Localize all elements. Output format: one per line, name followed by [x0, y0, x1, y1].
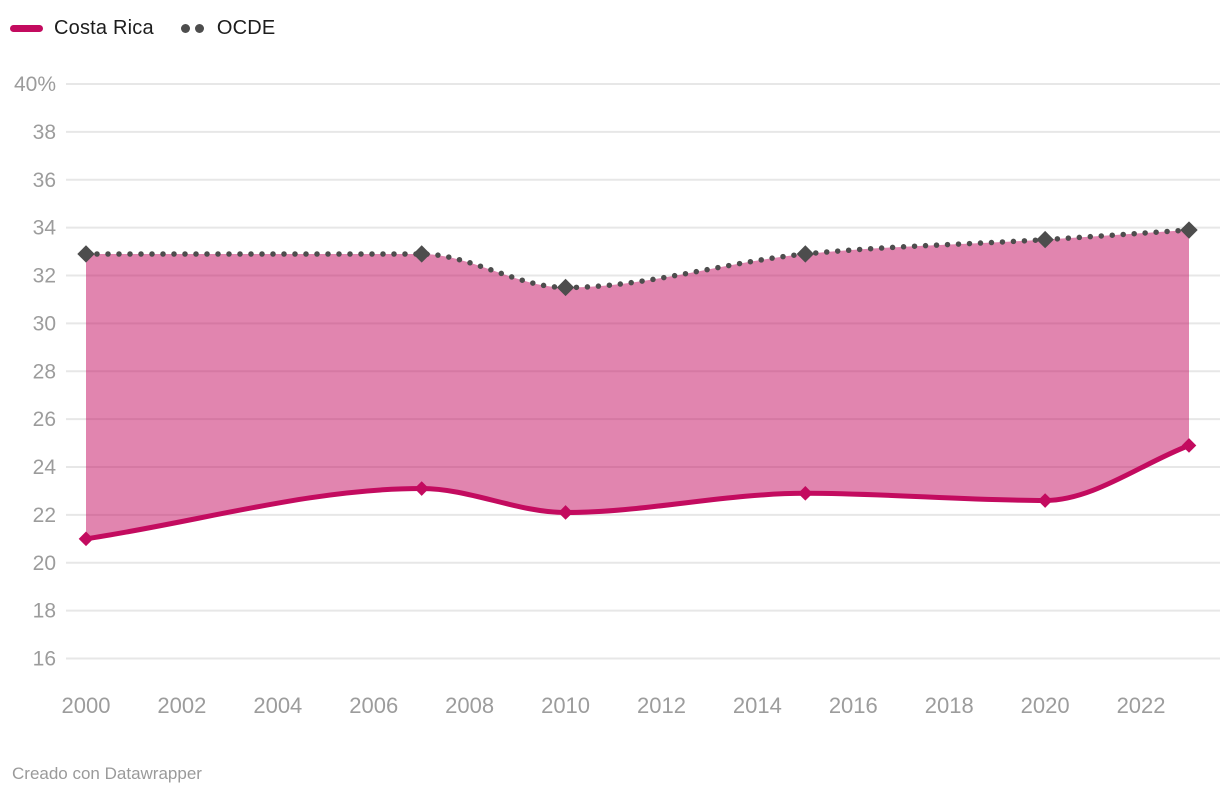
costa-rica-marker — [558, 505, 573, 520]
costa-rica-marker — [78, 531, 94, 547]
y-tick-label: 40% — [14, 73, 56, 96]
legend-item-costa-rica: Costa Rica — [10, 17, 154, 40]
x-tick-label: 2018 — [925, 693, 974, 718]
y-tick-label: 34 — [33, 217, 57, 240]
costa-rica-marker — [1037, 493, 1053, 508]
x-tick-label: 2022 — [1117, 693, 1166, 718]
y-tick-label: 16 — [33, 648, 56, 671]
x-tick-label: 2006 — [349, 693, 398, 718]
x-axis-labels: 2000 2002 2004 2006 2008 2010 2012 2014 2016 2018… — [62, 693, 1166, 718]
costa-rica-line-swatch-icon — [10, 25, 43, 32]
ocde-marker — [556, 278, 575, 297]
costa-rica-marker — [1181, 438, 1197, 453]
ocde-marker — [412, 245, 431, 263]
y-tick-label: 24 — [33, 456, 57, 479]
credit-line: Creado con Datawrapper — [12, 764, 202, 783]
ocde-dots-swatch-icon — [180, 24, 204, 33]
y-tick-label: 28 — [33, 360, 56, 383]
x-tick-label: 2004 — [253, 693, 302, 718]
legend: Costa Rica OCDE — [10, 17, 275, 40]
legend-label-ocde: OCDE — [216, 17, 276, 39]
ocde-marker — [77, 245, 95, 263]
area-between-series — [86, 230, 1189, 539]
data-point-markers — [77, 221, 1198, 547]
x-tick-label: 2000 — [62, 693, 111, 718]
x-tick-label: 2020 — [1021, 693, 1070, 718]
y-tick-label: 38 — [33, 121, 56, 144]
y-tick-label: 18 — [33, 600, 56, 623]
y-tick-label: 22 — [33, 504, 56, 527]
costa-rica-marker — [798, 486, 813, 501]
y-tick-label: 30 — [33, 312, 56, 335]
y-tick-label: 20 — [33, 552, 56, 575]
legend-label-costa-rica: Costa Rica — [54, 17, 154, 39]
y-tick-label: 32 — [33, 265, 56, 288]
legend-item-ocde: OCDE — [180, 17, 276, 40]
ocde-marker — [796, 245, 815, 263]
x-tick-label: 2002 — [157, 693, 206, 718]
y-axis-labels: 40% 38 36 34 32 30 28 26 24 22 20 18 16 — [14, 73, 56, 671]
x-tick-label: 2010 — [541, 693, 590, 718]
y-tick-label: 36 — [33, 169, 56, 192]
y-tick-label: 26 — [33, 408, 56, 431]
ocde-marker — [1180, 221, 1198, 239]
x-tick-label: 2012 — [637, 693, 686, 718]
x-tick-label: 2014 — [733, 693, 782, 718]
costa-rica-marker — [414, 481, 429, 496]
x-tick-label: 2016 — [829, 693, 878, 718]
x-tick-label: 2008 — [445, 693, 494, 718]
ocde-marker — [1036, 230, 1054, 249]
